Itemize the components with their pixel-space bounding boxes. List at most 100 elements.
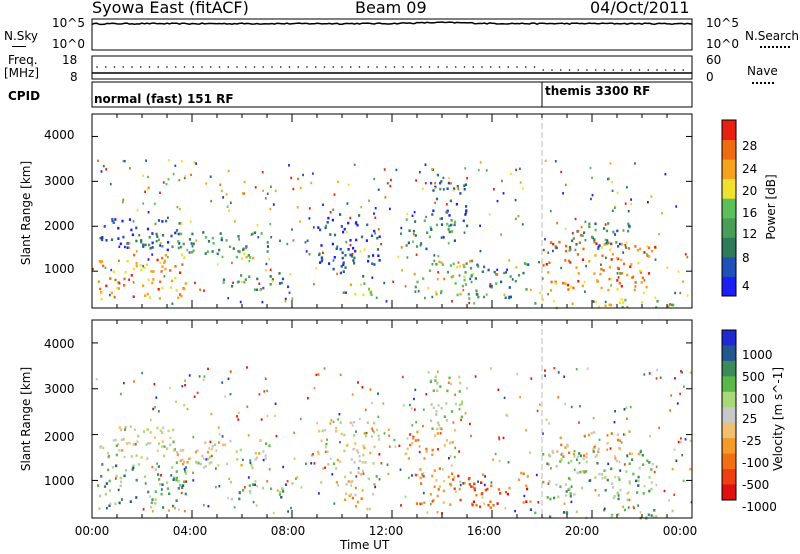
power-panel-cell bbox=[101, 238, 104, 242]
power-panel-cell bbox=[525, 288, 528, 291]
velocity-panel-cell bbox=[436, 382, 439, 385]
velocity-panel-cell bbox=[433, 469, 436, 472]
power-panel-cell bbox=[287, 285, 290, 289]
power-panel-cell bbox=[167, 178, 170, 181]
velocity-panel-cell bbox=[112, 439, 115, 442]
power-panel-cell bbox=[648, 246, 651, 250]
power-panel-cell bbox=[153, 202, 156, 206]
power-panel-cell bbox=[626, 305, 629, 309]
power-panel-cell bbox=[594, 300, 597, 304]
velocity-panel-cell bbox=[350, 493, 353, 496]
velocity-panel-cell bbox=[407, 457, 410, 460]
power-panel-cell bbox=[161, 286, 164, 290]
velocity-panel-cell bbox=[119, 476, 122, 480]
power-panel-cell bbox=[574, 248, 577, 252]
power-panel-cell bbox=[189, 220, 192, 223]
power-panel-cell bbox=[352, 259, 355, 262]
velocity-panel-cell bbox=[205, 458, 208, 461]
velocity-panel-cell bbox=[182, 484, 185, 487]
velocity-panel-cell bbox=[592, 450, 595, 453]
velocity-panel-cell bbox=[680, 437, 682, 440]
power-panel-cell bbox=[496, 273, 499, 276]
power-panel-cell bbox=[304, 241, 307, 244]
velocity-panel-cell bbox=[449, 382, 452, 386]
velocity-panel-cell bbox=[547, 463, 550, 466]
velocity-panel-cell bbox=[613, 495, 616, 498]
velocity-panel-cell bbox=[458, 375, 461, 379]
velocity-panel-cell bbox=[224, 443, 227, 447]
power-panel-cell bbox=[637, 261, 640, 265]
power-panel-cell bbox=[182, 242, 185, 246]
velocity-panel-cell bbox=[353, 461, 356, 464]
velocity-panel-cell bbox=[196, 391, 199, 395]
velocity-panel-cell bbox=[627, 506, 630, 509]
noise-right-bottom: 10^0 bbox=[706, 37, 739, 51]
velocity-panel-cell bbox=[446, 389, 449, 393]
velocity-cb-tick: -500 bbox=[742, 478, 770, 492]
velocity-panel-cell bbox=[529, 508, 532, 511]
power-panel-cell bbox=[124, 271, 127, 274]
velocity-panel-cell bbox=[129, 425, 132, 428]
power-panel-cell bbox=[542, 248, 545, 252]
power-panel-cell bbox=[431, 295, 434, 299]
velocity-panel-cell bbox=[355, 430, 357, 433]
power-panel-cell bbox=[235, 255, 238, 259]
velocity-panel-cell bbox=[364, 461, 367, 464]
power-panel-cell bbox=[452, 275, 455, 278]
velocity-panel-cell bbox=[684, 438, 687, 441]
power-panel-cell bbox=[253, 231, 257, 234]
power-panel-cell bbox=[222, 196, 225, 199]
power-panel-cell bbox=[346, 202, 349, 205]
velocity-panel-cell bbox=[161, 483, 164, 486]
velocity-panel-cell bbox=[401, 375, 404, 379]
power-panel-cell bbox=[384, 196, 387, 199]
power-panel-cell bbox=[257, 236, 260, 239]
velocity-panel-cell bbox=[435, 413, 438, 416]
power-panel-cell bbox=[183, 256, 186, 259]
power-panel-cell bbox=[474, 277, 477, 280]
power-panel-cell bbox=[646, 253, 648, 256]
velocity-panel-cell bbox=[419, 502, 422, 506]
power-panel-cell bbox=[470, 275, 473, 278]
power-panel-cell bbox=[317, 226, 320, 229]
velocity-panel-cell bbox=[135, 496, 138, 499]
power-panel-cell bbox=[219, 183, 222, 186]
velocity-panel-cell bbox=[592, 417, 595, 420]
power-panel-cell bbox=[414, 285, 417, 289]
velocity-panel-cell bbox=[172, 440, 175, 444]
power-panel-cell bbox=[92, 267, 94, 271]
power-panel-cell bbox=[140, 240, 143, 244]
power-panel-cell bbox=[463, 184, 466, 187]
velocity-panel-cell bbox=[437, 488, 440, 491]
velocity-panel-cell bbox=[579, 470, 582, 474]
velocity-panel-cell bbox=[526, 475, 529, 478]
velocity-panel-cell bbox=[547, 482, 550, 485]
power-panel-cell bbox=[380, 243, 383, 246]
power-panel-cell bbox=[132, 295, 135, 298]
velocity-panel-cell bbox=[489, 500, 492, 503]
power-panel-cell bbox=[477, 265, 480, 268]
velocity-panel-cell bbox=[611, 486, 615, 489]
power-panel-cell bbox=[342, 261, 345, 264]
power-panel-cell bbox=[481, 270, 484, 273]
velocity-panel-cell bbox=[358, 459, 361, 463]
velocity-panel-cell bbox=[363, 432, 366, 435]
velocity-panel-cell bbox=[603, 469, 606, 472]
velocity-panel-cell bbox=[249, 461, 252, 465]
power-panel-cell bbox=[383, 281, 386, 285]
velocity-panel-cell bbox=[576, 455, 579, 458]
velocity-panel-cell bbox=[413, 408, 416, 411]
velocity-panel-cell bbox=[115, 474, 118, 478]
power-panel-cell bbox=[341, 256, 344, 260]
power-panel-cell bbox=[105, 168, 108, 171]
power-panel-cell bbox=[268, 257, 270, 261]
power-range-tick: 4000 bbox=[44, 128, 75, 142]
velocity-panel-cell bbox=[431, 500, 434, 503]
power-panel-cell bbox=[241, 192, 244, 195]
velocity-panel-cell bbox=[433, 434, 437, 437]
power-panel-cell bbox=[99, 287, 102, 291]
power-panel-cell bbox=[614, 205, 617, 208]
power-panel-cell bbox=[495, 273, 498, 276]
power-panel-cell bbox=[167, 241, 170, 244]
velocity-panel-cell bbox=[343, 449, 346, 453]
